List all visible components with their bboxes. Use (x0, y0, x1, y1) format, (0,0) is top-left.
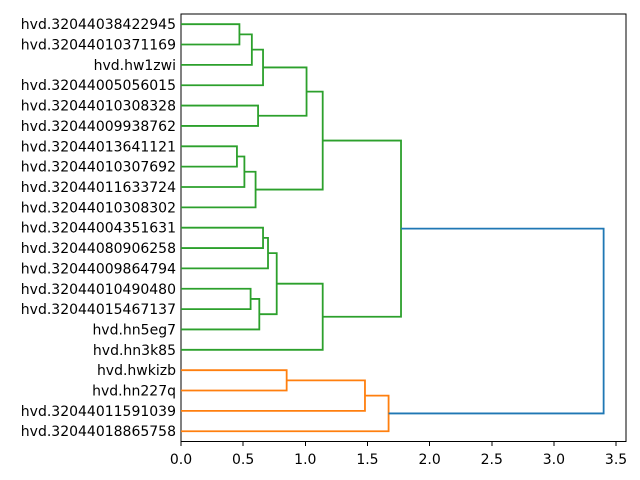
dendrogram-link-m4 (181, 104, 259, 127)
x-axis-tick-label: 2.5 (481, 452, 503, 468)
leaf-label: hvd.32044005056015 (21, 78, 176, 94)
leaf-label: hvd.hn227q (92, 384, 176, 400)
leaf-label: hvd.hn5eg7 (92, 322, 176, 338)
x-axis-tick-label: 3.5 (605, 452, 627, 468)
dendrogram-link-m10 (181, 226, 264, 249)
dendrogram-link-m6 (181, 145, 238, 168)
dendrogram-link-m11 (181, 236, 269, 270)
x-axis-tick-label: 0.5 (232, 452, 254, 468)
x-axis-tick-label: 1.0 (294, 452, 316, 468)
dendrogram-link-m14 (259, 252, 278, 316)
x-axis-tick-label: 0.0 (170, 452, 192, 468)
dendrogram-link-m18 (181, 379, 366, 412)
dendrogram-link-m2 (181, 33, 253, 66)
dendrogram-link-m19 (181, 394, 390, 433)
dendrogram-link-m5 (258, 66, 308, 117)
dendrogram-link-m20 (388, 227, 605, 415)
leaf-label: hvd.32044004351631 (21, 221, 176, 237)
dendrogram-link-m3 (181, 48, 264, 87)
leaf-label: hvd.32044013641121 (21, 139, 176, 155)
leaf-label: hvd.32044011591039 (21, 404, 176, 420)
dendrogram-link-m1 (181, 23, 241, 46)
leaf-label: hvd.32044011633724 (21, 180, 176, 196)
leaf-label: hvd.hwkizb (97, 363, 176, 379)
leaf-label: hvd.32044018865758 (21, 424, 176, 440)
dendrogram-link-m9 (255, 90, 324, 191)
leaf-label: hvd.32044010371169 (21, 38, 176, 54)
leaf-label: hvd.32044010308302 (21, 200, 176, 216)
leaf-label: hvd.32044010307692 (21, 160, 176, 176)
leaf-label: hvd.32044010490480 (21, 282, 176, 298)
dendrogram-link-m7 (181, 155, 246, 188)
dendrogram-link-m8 (181, 170, 257, 209)
dendrogram-link-m17 (181, 369, 288, 392)
leaf-label: hvd.hn3k85 (93, 343, 176, 359)
leaf-label: hvd.32044038422945 (21, 17, 176, 33)
dendrogram-link-m16 (322, 139, 402, 318)
x-axis-tick-label: 3.0 (543, 452, 565, 468)
leaf-label: hvd.32044009938762 (21, 119, 176, 135)
x-axis-tick-label: 1.5 (356, 452, 378, 468)
dendrogram-link-m15 (181, 282, 324, 351)
leaf-label: hvd.32044009864794 (21, 261, 176, 277)
leaf-label: hvd.hw1zwi (94, 58, 176, 74)
leaf-label: hvd.32044010308328 (21, 99, 176, 115)
dendrogram-link-m12 (181, 287, 252, 311)
x-axis-tick-label: 2.0 (418, 452, 440, 468)
leaf-label: hvd.32044015467137 (21, 302, 176, 318)
leaf-label: hvd.32044080906258 (21, 241, 176, 257)
dendrogram-link-m13 (181, 298, 261, 331)
